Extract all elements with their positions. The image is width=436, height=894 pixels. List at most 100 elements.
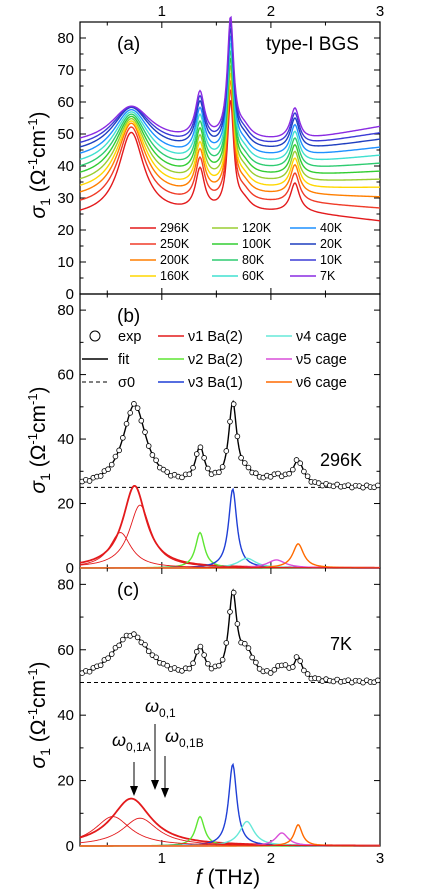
exp-data-point (290, 664, 296, 670)
exp-data-point (197, 444, 204, 451)
exp-data-point (293, 457, 300, 463)
exp-data-point (105, 655, 111, 661)
exp-data-point (197, 643, 204, 650)
exp-data-point (234, 433, 241, 440)
oscillator-ν4-line (80, 820, 380, 847)
legend-label-20K: 20K (320, 237, 343, 251)
exp-data-point (375, 677, 381, 684)
exp-data-point (86, 478, 93, 484)
omega-01-arrowhead (151, 780, 159, 790)
panel-a-plot: 0 10 20 30 40 50 60 70 80 296K 250K 200K 160K 120K 100… (57, 15, 381, 303)
legend-exp-marker (89, 330, 101, 342)
y-tick-label: 0 (66, 560, 74, 577)
exp-data-point (301, 667, 307, 674)
y-tick-label: 60 (57, 367, 74, 384)
panel-c-plot: 0 20 40 60 80 (57, 568, 381, 855)
omega-01a-label: ω0,1A (112, 730, 151, 754)
exp-data-point (256, 666, 263, 672)
panel-b-temperature: 296K (320, 450, 362, 470)
legend-label-40K: 40K (320, 221, 343, 235)
exp-data-point (267, 670, 274, 676)
exp-data-point (86, 668, 93, 675)
exp-data-point (205, 660, 211, 667)
panel-c-letter: (c) (117, 580, 139, 601)
legend-label-ν4 cage: ν4 cage (296, 329, 347, 345)
exp-data-point (116, 642, 122, 649)
exp-data-point (216, 662, 222, 669)
nu1-component-line (79, 504, 380, 569)
panel-c-ylabel: σ1 (Ω-1cm-1) (25, 661, 53, 768)
exp-data-point (230, 401, 237, 407)
y-tick-label: 80 (57, 576, 74, 593)
y-tick-label: 50 (57, 126, 74, 143)
exp-data-point (249, 654, 255, 661)
exp-data-point (131, 401, 137, 407)
exp-data-point (179, 474, 185, 481)
exp-data-point (227, 609, 233, 615)
exp-data-point (120, 435, 126, 441)
exp-data-point (230, 589, 237, 596)
legend-label-ν6 cage: ν6 cage (296, 375, 347, 391)
y-tick-label: 30 (57, 190, 74, 207)
svg-text:σ1 (Ω-1cm-1): σ1 (Ω-1cm-1) (25, 111, 53, 218)
exp-data-point (219, 464, 226, 470)
legend-exp-label: exp (118, 329, 141, 345)
exp-data-point (245, 464, 252, 471)
exp-data-point (116, 447, 122, 454)
bottom-x-tick-label: 3 (376, 850, 384, 867)
y-tick-label: 0 (66, 838, 74, 855)
exp-data-point (282, 662, 289, 668)
y-tick-label: 40 (57, 158, 74, 175)
exp-data-point (97, 662, 104, 669)
exp-data-point (223, 448, 230, 454)
exp-data-point (286, 470, 292, 477)
nu1-component-line (79, 817, 380, 847)
exp-data-point (97, 473, 104, 479)
oscillator-ν2-line (80, 531, 380, 569)
exp-data-point (142, 429, 148, 435)
legend-label-200K: 200K (160, 253, 190, 267)
exp-data-point (179, 668, 185, 674)
exp-data-point (275, 470, 281, 477)
exp-data-point (245, 645, 252, 651)
legend-label-160K: 160K (160, 269, 190, 283)
exp-data-point (164, 469, 170, 475)
legend-label-120K: 120K (242, 221, 272, 235)
series-line-7K (79, 15, 381, 139)
exp-data-point (375, 482, 381, 489)
exp-data-point (219, 657, 226, 663)
exp-data-point (108, 651, 115, 657)
exp-data-point (193, 451, 200, 457)
exp-data-point (271, 667, 278, 673)
series-line-296K (79, 99, 381, 222)
exp-data-point (290, 466, 296, 473)
legend-label-7K: 7K (320, 269, 336, 283)
exp-data-point (241, 640, 248, 647)
oscillator-ν3-line (80, 487, 380, 569)
y-tick-label: 0 (66, 286, 74, 303)
exp-data-point (186, 665, 193, 672)
legend-label-ν5 cage: ν5 cage (296, 352, 347, 368)
exp-data-point (241, 460, 248, 466)
exp-data-point (120, 636, 126, 643)
exp-data-point (153, 457, 159, 464)
exp-data-point (216, 469, 222, 476)
exp-data-point (297, 658, 304, 664)
exp-data-point (186, 471, 193, 477)
exp-data-point (164, 662, 170, 669)
y-tick-label: 20 (57, 773, 74, 790)
exp-data-point (190, 660, 196, 666)
oscillator-ν3-line (79, 762, 380, 847)
legend-label-80K: 80K (242, 253, 265, 267)
y-tick-label: 60 (57, 94, 74, 111)
exp-data-point (227, 418, 233, 425)
panel-a-title: type-I BGS (266, 34, 359, 55)
legend-label-296K: 296K (160, 221, 190, 235)
exp-data-point (238, 455, 244, 461)
omega-01b-arrowhead (161, 788, 169, 798)
y-tick-label: 40 (57, 431, 74, 448)
exp-data-point (315, 480, 322, 486)
exp-data-point (304, 473, 311, 480)
oscillator-ν6-line (80, 543, 381, 569)
